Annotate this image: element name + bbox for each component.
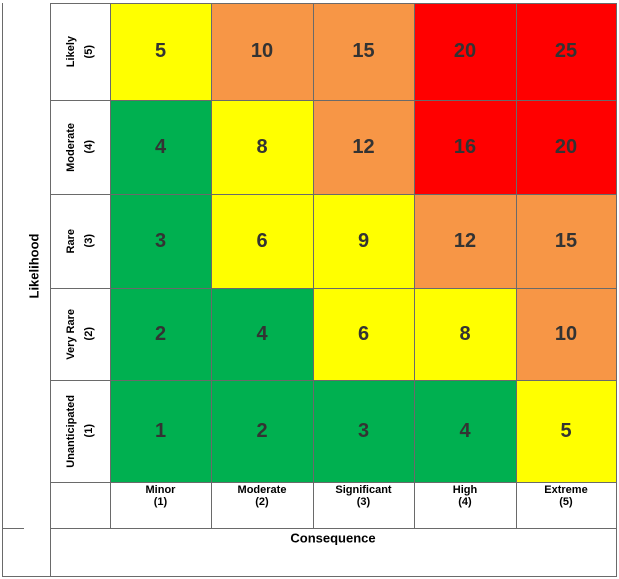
likelihood-row-label: Unanticipated (1): [50, 380, 110, 482]
grid-line-vertical: [414, 3, 415, 528]
risk-cell: 4: [110, 100, 211, 194]
grid-line-horizontal: [50, 100, 617, 101]
likelihood-label-text: Moderate: [65, 122, 77, 172]
grid-line-horizontal: [50, 528, 617, 529]
risk-cell: 10: [211, 3, 313, 100]
consequence-label-text: Moderate: [237, 484, 287, 496]
consequence-label-number: (3): [356, 496, 371, 508]
risk-cell: 5: [110, 3, 211, 100]
likelihood-axis-title: Likelihood: [26, 233, 42, 299]
outer-border-left: [2, 3, 3, 576]
consequence-label-text: High: [452, 484, 478, 496]
risk-cell: 1: [110, 380, 211, 482]
risk-cell: 20: [516, 100, 616, 194]
consequence-label-number: (2): [255, 496, 269, 508]
consequence-label-text: Minor: [145, 484, 176, 496]
risk-cell: 16: [414, 100, 516, 194]
grid-line-horizontal: [50, 482, 617, 483]
grid-line-vertical: [50, 3, 51, 576]
risk-cell: 12: [313, 100, 414, 194]
grid-line-vertical: [516, 3, 517, 528]
consequence-column-label: High (4): [414, 484, 516, 508]
consequence-axis-title: Consequence: [290, 530, 376, 546]
risk-cell: 8: [414, 288, 516, 380]
consequence-label-text: Extreme: [544, 484, 588, 496]
grid-line-vertical: [211, 3, 212, 528]
risk-cell: 6: [313, 288, 414, 380]
axis-tick-line: [2, 528, 24, 529]
risk-cell: 2: [211, 380, 313, 482]
risk-cell: 15: [516, 194, 616, 288]
risk-cell: 9: [313, 194, 414, 288]
risk-cell: 12: [414, 194, 516, 288]
likelihood-row-label: Very Rare (2): [50, 288, 110, 380]
grid-line-horizontal: [50, 3, 617, 4]
grid-line-horizontal: [50, 380, 617, 381]
consequence-column-label: Moderate (2): [211, 484, 313, 508]
likelihood-row-label: Likely (5): [50, 3, 110, 100]
consequence-column-label: Minor (1): [110, 484, 211, 508]
likelihood-row-label: Moderate (4): [50, 100, 110, 194]
risk-cell: 10: [516, 288, 616, 380]
consequence-label-number: (5): [559, 496, 573, 508]
risk-cell: 4: [211, 288, 313, 380]
risk-cell: 6: [211, 194, 313, 288]
risk-cell: 3: [110, 194, 211, 288]
grid-line-vertical: [616, 3, 617, 576]
likelihood-label-number: (4): [83, 140, 95, 154]
risk-cell: 4: [414, 380, 516, 482]
likelihood-label-text: Very Rare: [65, 308, 77, 360]
grid-line-vertical: [110, 3, 111, 528]
consequence-label-text: Significant: [335, 484, 392, 496]
consequence-label-number: (1): [153, 496, 168, 508]
likelihood-label-number: (1): [83, 424, 95, 438]
consequence-column-label: Significant (3): [313, 484, 414, 508]
likelihood-row-label: Rare (3): [50, 194, 110, 288]
risk-cell: 3: [313, 380, 414, 482]
risk-cell: 5: [516, 380, 616, 482]
outer-border-bottom: [2, 576, 617, 577]
risk-cell: 2: [110, 288, 211, 380]
risk-cell: 8: [211, 100, 313, 194]
likelihood-label-text: Unanticipated: [65, 394, 77, 468]
likelihood-label-number: (5): [83, 44, 95, 59]
consequence-column-label: Extreme (5): [516, 484, 616, 508]
risk-cell: 20: [414, 3, 516, 100]
grid-line-horizontal: [50, 194, 617, 195]
likelihood-label-text: Likely: [65, 35, 77, 68]
likelihood-label-text: Rare: [65, 228, 77, 254]
grid-line-vertical: [313, 3, 314, 528]
likelihood-label-number: (2): [83, 327, 95, 341]
risk-cell: 15: [313, 3, 414, 100]
risk-cell: 25: [516, 3, 616, 100]
grid-line-horizontal: [50, 288, 617, 289]
likelihood-label-number: (3): [83, 234, 95, 248]
consequence-label-number: (4): [458, 496, 472, 508]
